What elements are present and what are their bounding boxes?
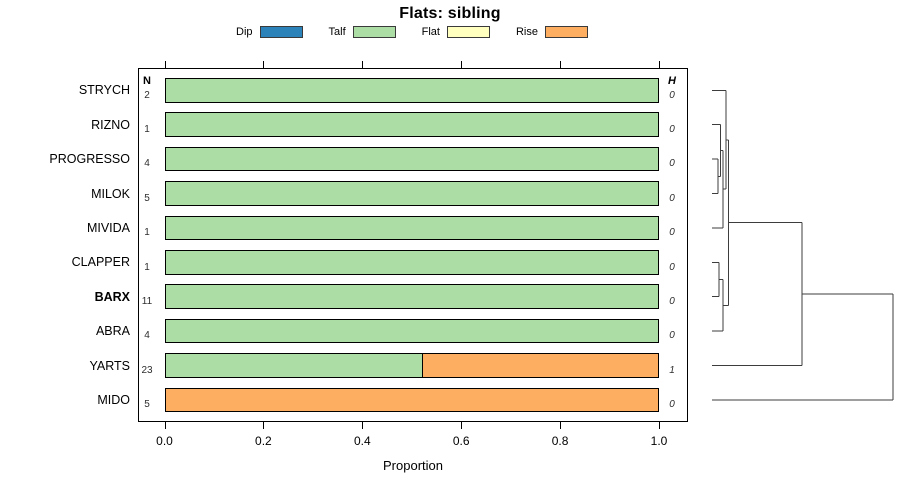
- x-tick-label-0.6: 0.6: [452, 434, 470, 448]
- legend-swatch-talf: [352, 26, 396, 38]
- bar-clapper: [164, 250, 659, 275]
- row-label-strych: STRYCH: [78, 83, 130, 98]
- legend-item-dip: Dip: [236, 26, 303, 38]
- row-label-rizno: RIZNO: [91, 117, 130, 132]
- bar-segment-strych-talf: [165, 79, 658, 102]
- h-value-strych: 0: [669, 89, 675, 101]
- legend-swatch-dip: [259, 26, 303, 38]
- row-label-milok: MILOK: [91, 186, 130, 201]
- x-tick-label-0.8: 0.8: [551, 434, 569, 448]
- n-value-mivida: 1: [144, 227, 150, 239]
- n-value-strych: 2: [144, 89, 150, 101]
- bar-abra: [164, 318, 659, 344]
- bar-segment-yarts-talf: [165, 354, 422, 377]
- x-tick-bottom-0.4: [362, 422, 364, 429]
- h-value-clapper: 0: [669, 261, 675, 273]
- x-tick-bottom-0.2: [263, 422, 265, 429]
- x-tick-bottom-0.6: [461, 422, 463, 429]
- bar-segment-abra-talf: [165, 319, 658, 343]
- h-value-barx: 0: [669, 295, 675, 307]
- row-label-mivida: MIVIDA: [86, 220, 130, 235]
- x-tick-top-1.0: [659, 61, 660, 68]
- h-column-header: H: [668, 75, 676, 87]
- row-label-mido: MIDO: [97, 392, 130, 407]
- n-value-abra: 4: [144, 330, 150, 342]
- bar-segment-mivida-talf: [165, 216, 658, 240]
- bar-mivida: [164, 215, 659, 241]
- x-tick-top-0.8: [560, 61, 562, 68]
- n-value-clapper: 1: [144, 261, 150, 273]
- h-value-rizno: 0: [669, 123, 675, 135]
- x-tick-label-0.0: 0.0: [156, 434, 173, 448]
- bar-segment-progresso-talf: [165, 147, 658, 171]
- x-tick-top-0.0: [164, 61, 166, 68]
- h-value-mido: 0: [669, 399, 675, 411]
- row-label-clapper: CLAPPER: [71, 255, 130, 270]
- bar-rizno: [164, 112, 659, 137]
- n-value-yarts: 23: [141, 364, 153, 376]
- legend-item-talf: Talf: [329, 26, 396, 38]
- bar-yarts: [164, 353, 659, 378]
- bar-segment-rizno-talf: [165, 113, 658, 136]
- x-axis-title: Proportion: [383, 458, 443, 473]
- row-label-progresso: PROGRESSO: [49, 152, 130, 167]
- x-tick-label-1.0: 1.0: [650, 434, 668, 448]
- bar-progresso: [164, 146, 659, 172]
- legend-label-rise: Rise: [515, 26, 538, 38]
- row-label-barx: BARX: [94, 289, 130, 304]
- x-tick-bottom-1.0: [659, 422, 660, 429]
- n-value-barx: 11: [141, 295, 153, 307]
- n-value-rizno: 1: [144, 123, 150, 135]
- legend-label-dip: Dip: [236, 26, 253, 38]
- legend-swatch-flat: [446, 26, 490, 38]
- h-value-milok: 0: [669, 192, 675, 204]
- legend-swatch-rise: [545, 26, 588, 38]
- bar-milok: [164, 181, 659, 206]
- chart-title: Flats: sibling: [399, 5, 501, 22]
- x-tick-label-0.2: 0.2: [255, 434, 272, 448]
- legend: Dip Talf Flat Rise: [236, 26, 588, 38]
- bar-mido: [164, 387, 659, 413]
- bar-segment-mido-rise: [165, 388, 658, 412]
- bar-strych: [164, 78, 659, 103]
- legend-label-talf: Talf: [328, 26, 346, 38]
- x-tick-top-0.4: [362, 61, 364, 68]
- legend-item-flat: Flat: [422, 26, 490, 38]
- row-label-yarts: YARTS: [89, 358, 130, 373]
- h-value-mivida: 0: [669, 227, 675, 239]
- x-tick-top-0.2: [263, 61, 265, 68]
- n-column-header: N: [143, 75, 151, 87]
- row-label-abra: ABRA: [95, 324, 130, 339]
- bar-barx: [164, 284, 659, 309]
- x-tick-top-0.6: [461, 61, 463, 68]
- h-value-yarts: 1: [669, 364, 675, 376]
- bar-segment-yarts-rise: [421, 354, 658, 377]
- bar-segment-barx-talf: [165, 285, 658, 308]
- x-tick-bottom-0.0: [164, 422, 166, 429]
- h-value-abra: 0: [669, 330, 675, 342]
- legend-item-rise: Rise: [516, 26, 588, 38]
- h-value-progresso: 0: [669, 158, 675, 170]
- bar-segment-clapper-talf: [165, 251, 658, 274]
- n-value-mido: 5: [144, 399, 150, 411]
- bar-segment-milok-talf: [165, 182, 658, 205]
- n-value-progresso: 4: [144, 158, 150, 170]
- x-tick-bottom-0.8: [560, 422, 562, 429]
- n-value-milok: 5: [144, 192, 150, 204]
- x-tick-label-0.4: 0.4: [353, 434, 371, 448]
- legend-label-flat: Flat: [421, 26, 440, 38]
